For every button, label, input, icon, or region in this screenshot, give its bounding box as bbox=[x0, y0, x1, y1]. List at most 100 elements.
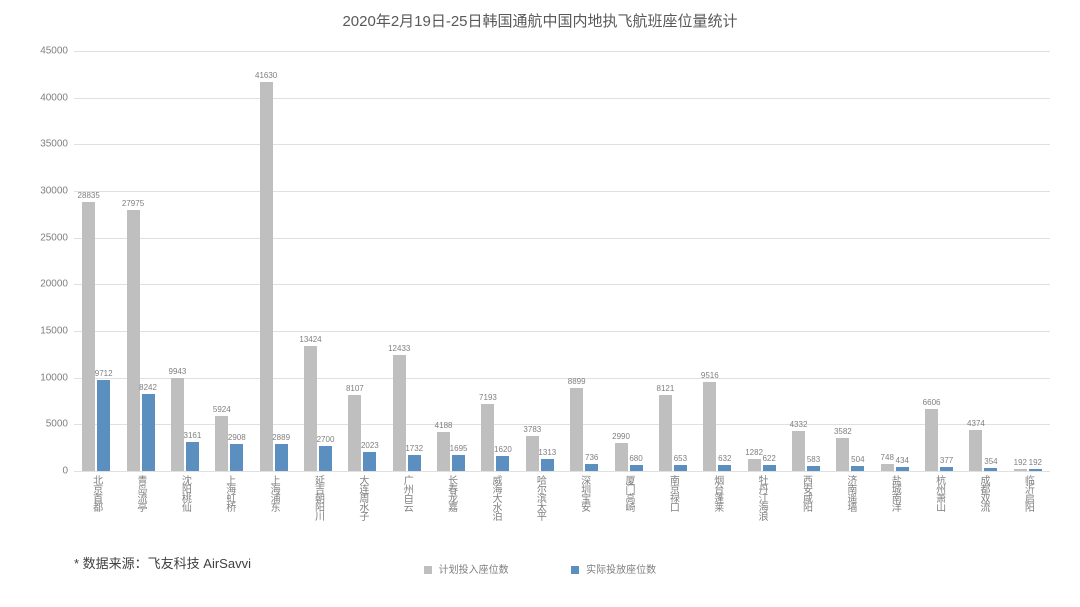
bar-planned: 7193 bbox=[481, 404, 494, 471]
x-category-label: 长春龙嘉 bbox=[444, 475, 459, 511]
legend-item-actual: 实际投放座位数 bbox=[571, 561, 656, 576]
y-tick-label: 45000 bbox=[28, 46, 68, 57]
legend-label-planned: 计划投入座位数 bbox=[439, 565, 509, 576]
seat-capacity-chart: 2020年2月19日-25日韩国通航中国内地执飞航班座位量统计 05000100… bbox=[30, 10, 1050, 580]
bar-planned: 4332 bbox=[792, 431, 805, 471]
x-category-label: 青岛流亭 bbox=[133, 475, 148, 511]
bar-value-planned: 3582 bbox=[834, 427, 852, 436]
bar-value-planned: 192 bbox=[1014, 458, 1027, 467]
source-note: * 数据来源：飞友科技 AirSavvi bbox=[74, 553, 251, 572]
bar-actual: 3161 bbox=[186, 442, 199, 472]
bar-planned: 6606 bbox=[925, 409, 938, 471]
bar-group: 81072023 bbox=[348, 395, 376, 471]
bar-value-planned: 27975 bbox=[122, 199, 144, 208]
x-category-label: 广州白云 bbox=[399, 475, 414, 511]
bar-value-actual: 1695 bbox=[450, 444, 468, 453]
bar-value-actual: 434 bbox=[896, 456, 909, 465]
bar-value-planned: 5924 bbox=[213, 405, 231, 414]
bar-planned: 3582 bbox=[836, 438, 849, 471]
x-category-label: 哈尔滨太平 bbox=[532, 475, 547, 520]
bar-group: 9516632 bbox=[703, 382, 731, 471]
bar-value-actual: 2908 bbox=[228, 433, 246, 442]
bar-group: 4374354 bbox=[969, 430, 997, 471]
bar-group: 1282622 bbox=[748, 459, 776, 471]
bar-group: 8121653 bbox=[659, 395, 687, 471]
bar-value-actual: 8242 bbox=[139, 383, 157, 392]
bar-planned: 8107 bbox=[348, 395, 361, 471]
bar-actual: 2908 bbox=[230, 444, 243, 471]
bar-value-planned: 13424 bbox=[299, 335, 321, 344]
bar-planned: 1282 bbox=[748, 459, 761, 471]
bar-value-actual: 632 bbox=[718, 454, 731, 463]
bar-group: 41881695 bbox=[437, 432, 465, 471]
bar-value-planned: 748 bbox=[881, 453, 894, 462]
bar-group: 2990680 bbox=[615, 443, 643, 471]
bar-value-actual: 1732 bbox=[405, 444, 423, 453]
bar-group: 124331732 bbox=[393, 355, 421, 471]
x-category-label: 杭州萧山 bbox=[932, 475, 947, 511]
x-category-label: 大连周水子 bbox=[355, 475, 370, 520]
bar-planned: 27975 bbox=[127, 210, 140, 471]
bar-planned: 8121 bbox=[659, 395, 672, 471]
bar-value-actual: 1620 bbox=[494, 445, 512, 454]
x-category-label: 盐城南洋 bbox=[887, 475, 902, 511]
x-category-label: 厦门高崎 bbox=[621, 475, 636, 511]
bar-value-actual: 583 bbox=[807, 455, 820, 464]
bar-value-planned: 3783 bbox=[523, 425, 541, 434]
legend-item-planned: 计划投入座位数 bbox=[424, 561, 509, 576]
y-axis: 0500010000150002000025000300003500040000… bbox=[30, 51, 72, 471]
bar-planned: 2990 bbox=[615, 443, 628, 471]
bar-value-planned: 6606 bbox=[923, 398, 941, 407]
bar-value-actual: 1313 bbox=[538, 448, 556, 457]
bar-group: 748434 bbox=[881, 464, 909, 471]
bar-value-planned: 4332 bbox=[790, 420, 808, 429]
bar-actual: 736 bbox=[585, 464, 598, 471]
x-category-label: 临沂启阳 bbox=[1020, 475, 1035, 511]
legend-label-actual: 实际投放座位数 bbox=[586, 565, 656, 576]
x-category-label: 北京首都 bbox=[89, 475, 104, 511]
x-category-label: 济南遥墙 bbox=[843, 475, 858, 511]
bar-group: 8899736 bbox=[570, 388, 598, 471]
y-tick-label: 5000 bbox=[28, 419, 68, 430]
bar-actual: 1732 bbox=[408, 455, 421, 471]
x-category-label: 牡丹江海浪 bbox=[754, 475, 769, 520]
bar-value-actual: 192 bbox=[1029, 458, 1042, 467]
x-category-label: 深圳宝安 bbox=[577, 475, 592, 511]
bar-actual: 9712 bbox=[97, 380, 110, 471]
x-category-label: 成都双流 bbox=[976, 475, 991, 511]
bar-value-planned: 8899 bbox=[568, 377, 586, 386]
y-tick-label: 40000 bbox=[28, 92, 68, 103]
x-category-label: 威海大水泊 bbox=[488, 475, 503, 520]
bar-planned: 28835 bbox=[82, 202, 95, 471]
bar-value-actual: 653 bbox=[674, 454, 687, 463]
plot-area: 0500010000150002000025000300003500040000… bbox=[30, 51, 1050, 471]
y-tick-label: 15000 bbox=[28, 326, 68, 337]
bar-actual: 2700 bbox=[319, 446, 332, 471]
bars-area: 2883597122797582429943316159242908416302… bbox=[74, 51, 1050, 471]
bar-group: 3582504 bbox=[836, 438, 864, 471]
bar-actual: 2023 bbox=[363, 452, 376, 471]
bar-value-planned: 4188 bbox=[435, 421, 453, 430]
bar-value-actual: 504 bbox=[851, 455, 864, 464]
x-category-label: 上海浦东 bbox=[266, 475, 281, 511]
bar-value-planned: 9943 bbox=[169, 367, 187, 376]
bar-group: 279758242 bbox=[127, 210, 155, 471]
y-tick-label: 25000 bbox=[28, 232, 68, 243]
bar-group: 416302889 bbox=[260, 82, 288, 471]
bar-value-planned: 1282 bbox=[745, 448, 763, 457]
bar-group: 37831313 bbox=[526, 436, 554, 471]
bar-planned: 8899 bbox=[570, 388, 583, 471]
bar-value-planned: 12433 bbox=[388, 344, 410, 353]
bar-value-actual: 2023 bbox=[361, 441, 379, 450]
x-category-label: 烟台蓬莱 bbox=[710, 475, 725, 511]
bar-value-planned: 4374 bbox=[967, 419, 985, 428]
bar-value-planned: 41630 bbox=[255, 71, 277, 80]
bar-planned: 9943 bbox=[171, 378, 184, 471]
legend-swatch-planned bbox=[424, 566, 432, 574]
y-tick-label: 35000 bbox=[28, 139, 68, 150]
bar-actual: 8242 bbox=[142, 394, 155, 471]
bar-planned: 5924 bbox=[215, 416, 228, 471]
x-axis: 北京首都青岛流亭沈阳桃仙上海虹桥上海浦东延吉朝阳川大连周水子广州白云长春龙嘉威海… bbox=[74, 471, 1050, 551]
x-category-label: 延吉朝阳川 bbox=[311, 475, 326, 520]
bar-value-actual: 3161 bbox=[184, 431, 202, 440]
